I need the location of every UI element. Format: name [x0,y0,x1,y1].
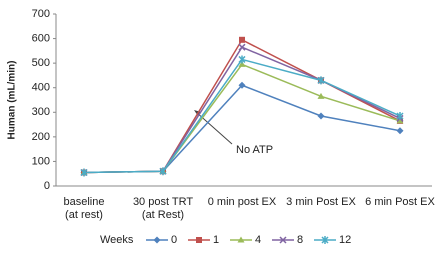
y-tick-label: 300 [32,106,50,118]
y-axis-label: Human (mL/min) [7,61,18,140]
series-line [83,84,401,174]
data-point [238,55,246,64]
data-point [317,112,325,120]
data-point [317,92,325,99]
data-point [239,36,245,43]
legend-label: 4 [255,234,261,246]
y-tick-label: 700 [32,8,50,20]
legend-label: 12 [339,234,351,246]
y-tick-label: 400 [32,82,50,94]
x-tick-label: 0 min post EX [208,196,277,208]
annotation: No ATP [236,144,273,156]
y-tick-label: 200 [32,131,50,143]
legend-label: 0 [171,234,177,246]
data-point [159,167,167,176]
y-tick-label: 0 [44,180,50,192]
data-point [238,81,246,89]
data-point [80,168,88,177]
x-tick-label: 6 min Post EX [365,196,435,208]
y-tick-label: 600 [32,32,50,44]
data-point [238,60,246,67]
data-point [396,111,404,120]
series-line [83,63,401,174]
x-tick-label: baseline (at rest) [64,196,105,221]
legend-marker [321,236,329,244]
x-tick-label: 3 min Post EX [286,196,356,208]
data-point [238,43,246,51]
y-tick-label: 500 [32,57,50,69]
legend-marker [237,236,245,243]
legend-marker [153,236,161,244]
data-point [396,117,404,124]
data-point [396,127,404,135]
data-point [317,76,325,85]
legend-title: Weeks [100,234,134,246]
legend-marker [279,236,287,244]
legend-label: 8 [297,234,303,246]
y-tick-label: 100 [32,155,50,167]
legend-marker [196,237,202,243]
x-tick-label: 30 post TRT (at Rest) [133,196,193,221]
legend-label: 1 [213,234,219,246]
